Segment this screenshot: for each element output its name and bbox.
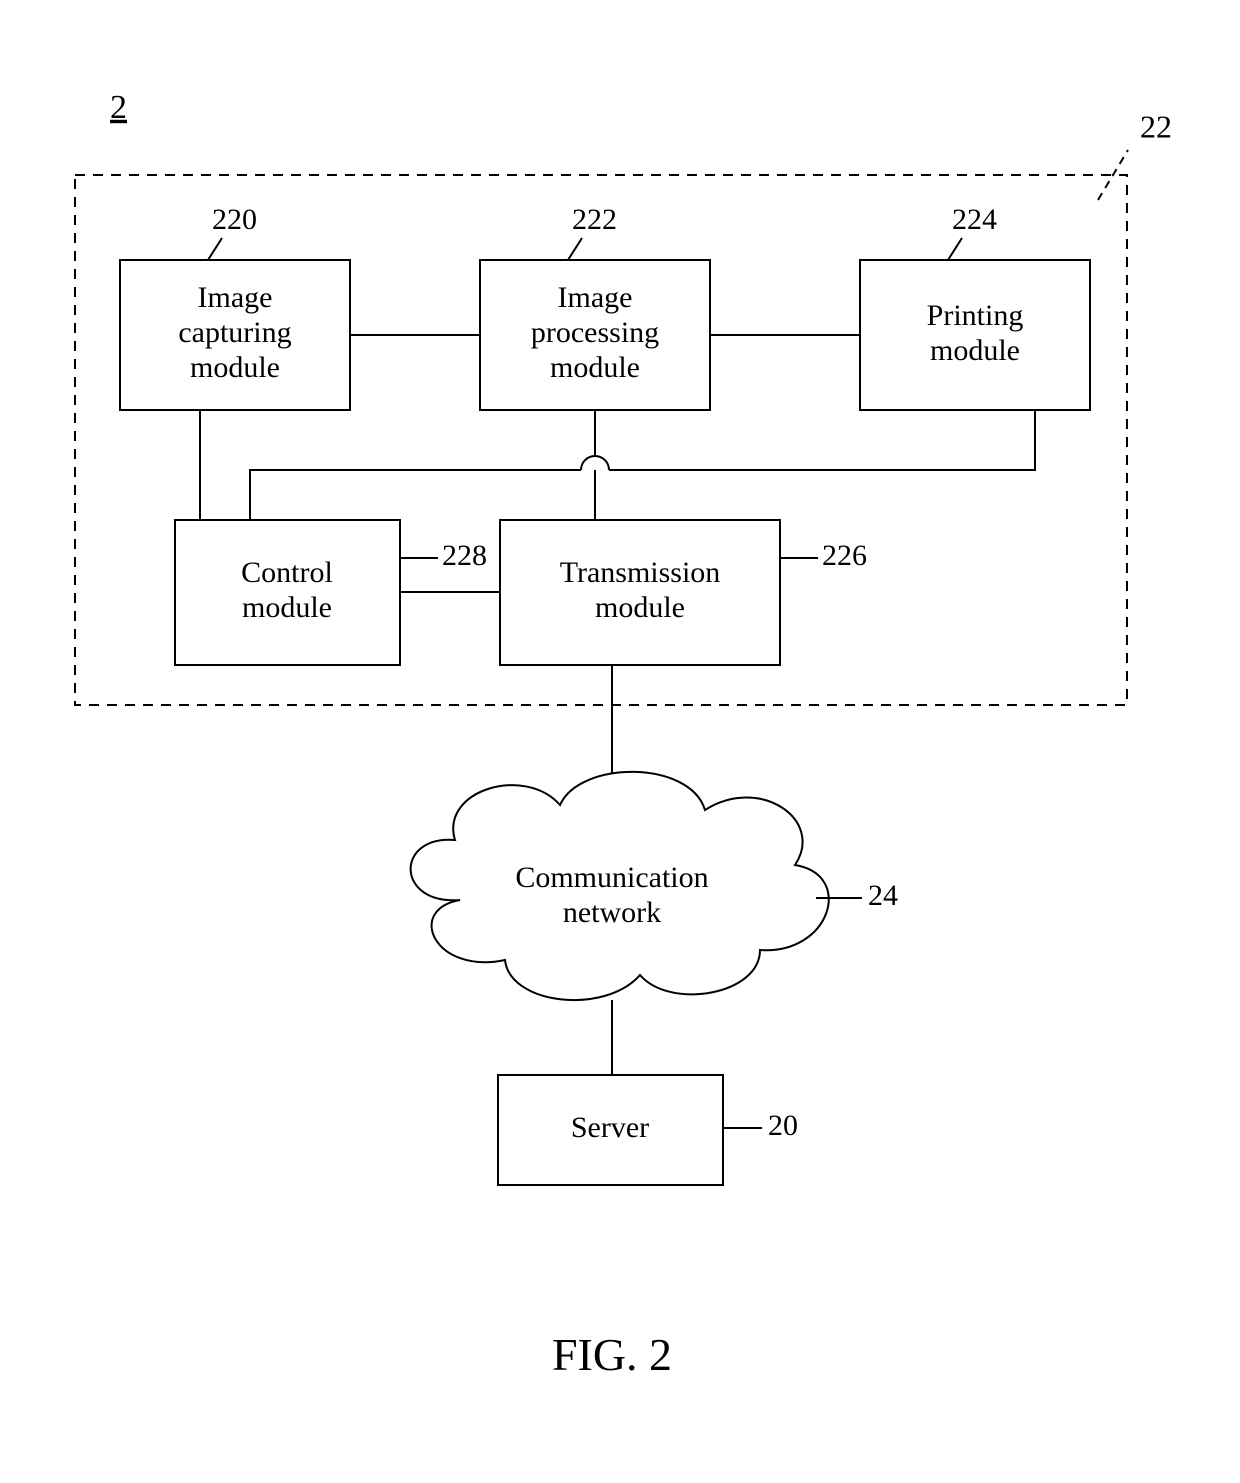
- ref-228: 228: [442, 539, 487, 572]
- label: Printing: [927, 299, 1024, 332]
- leader: [208, 238, 222, 260]
- label: Image: [558, 281, 633, 314]
- label: Control: [241, 556, 333, 589]
- node-image-processing: Image processing module 222: [480, 203, 710, 410]
- label: capturing: [178, 316, 291, 349]
- ref-226: 226: [822, 539, 867, 572]
- ref-222: 222: [572, 203, 617, 236]
- node-communication-network-cloud: Communication network 24: [411, 772, 898, 1000]
- label: module: [550, 351, 640, 384]
- ref-220: 220: [212, 203, 257, 236]
- label: module: [242, 591, 332, 624]
- node-image-capturing: Image capturing module 220: [120, 203, 350, 410]
- node-server: Server 20: [498, 1075, 798, 1185]
- block-diagram: 2 22 Image capturing module 220 Image pr…: [0, 0, 1240, 1483]
- ref-20: 20: [768, 1109, 798, 1142]
- label: module: [595, 591, 685, 624]
- ref-24: 24: [868, 879, 898, 912]
- label: processing: [531, 316, 659, 349]
- ref-224: 224: [952, 203, 997, 236]
- label: Transmission: [560, 556, 721, 589]
- label: Server: [571, 1111, 649, 1144]
- label: module: [190, 351, 280, 384]
- label: Communication: [515, 861, 708, 894]
- figure-caption: FIG. 2: [552, 1329, 672, 1380]
- figure-number-label: 2: [110, 89, 127, 126]
- label: network: [563, 896, 661, 929]
- ref-22: 22: [1140, 108, 1172, 144]
- leader: [568, 238, 582, 260]
- label: Image: [198, 281, 273, 314]
- label: module: [930, 334, 1020, 367]
- node-transmission: Transmission module 226: [500, 520, 867, 665]
- node-printing: Printing module 224: [860, 203, 1090, 410]
- leader: [948, 238, 962, 260]
- edge-print-control-bus: [250, 410, 1035, 520]
